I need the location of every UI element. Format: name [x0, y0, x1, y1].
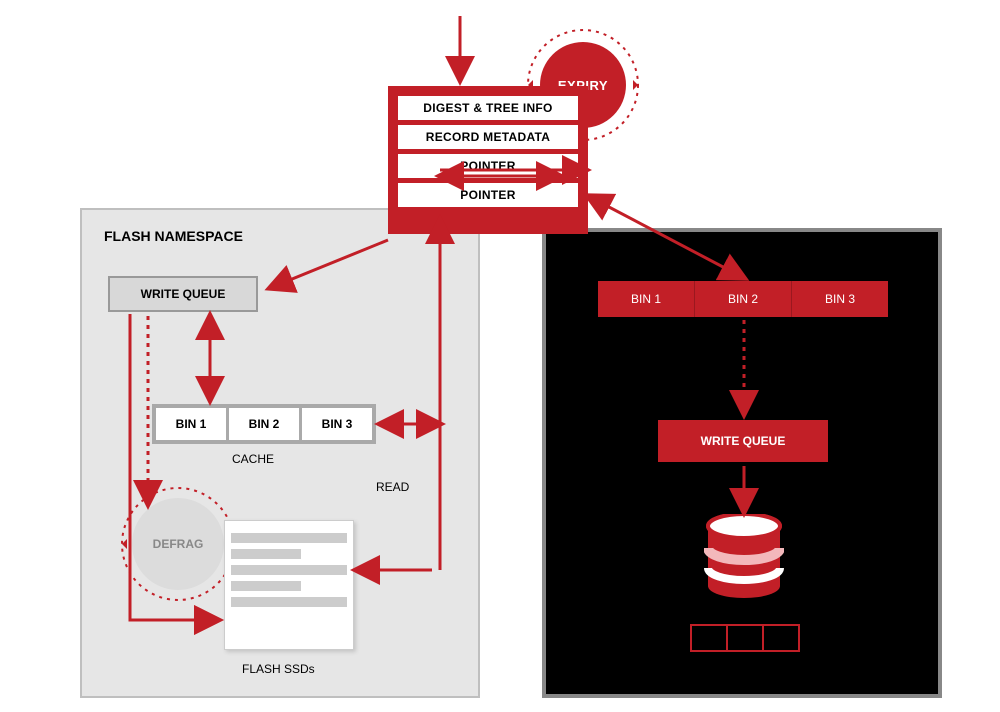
- memory-bin-3: BIN 3: [792, 281, 888, 317]
- index-row-metadata: RECORD METADATA: [398, 125, 578, 149]
- storage-cell: [764, 626, 798, 650]
- defrag-circle: DEFRAG: [132, 498, 224, 590]
- file-stripe: [231, 581, 301, 591]
- read-label: READ: [376, 480, 409, 494]
- file-stripe: [231, 597, 347, 607]
- storage-cells: [690, 624, 800, 652]
- write-queue-left: WRITE QUEUE: [108, 276, 258, 312]
- database-icon: [704, 514, 784, 602]
- cache-label: CACHE: [232, 452, 274, 466]
- cache-bin-2: BIN 2: [229, 408, 302, 440]
- defrag-label: DEFRAG: [153, 537, 204, 551]
- index-row-digest: DIGEST & TREE INFO: [398, 96, 578, 120]
- cache-bin-1: BIN 1: [156, 408, 229, 440]
- flash-file: [224, 520, 354, 650]
- cache-bins: BIN 1 BIN 2 BIN 3: [152, 404, 376, 444]
- index-row-pointer1: POINTER: [398, 154, 578, 178]
- memory-bin-2: BIN 2: [695, 281, 792, 317]
- file-stripe: [231, 549, 301, 559]
- write-queue-left-label: WRITE QUEUE: [141, 287, 226, 301]
- write-queue-right: WRITE QUEUE: [658, 420, 828, 462]
- file-stripe: [231, 533, 347, 543]
- index-row-pointer2: POINTER: [398, 183, 578, 207]
- memory-bins: BIN 1 BIN 2 BIN 3: [598, 281, 888, 317]
- write-queue-right-label: WRITE QUEUE: [701, 434, 786, 448]
- flash-ssds-label: FLASH SSDs: [242, 662, 315, 676]
- memory-bin-1: BIN 1: [598, 281, 695, 317]
- cache-bin-3: BIN 3: [302, 408, 372, 440]
- flash-namespace-title: FLASH NAMESPACE: [104, 228, 243, 244]
- file-stripe: [231, 565, 347, 575]
- storage-cell: [728, 626, 764, 650]
- index-box: DIGEST & TREE INFO RECORD METADATA POINT…: [388, 86, 588, 234]
- storage-cell: [692, 626, 728, 650]
